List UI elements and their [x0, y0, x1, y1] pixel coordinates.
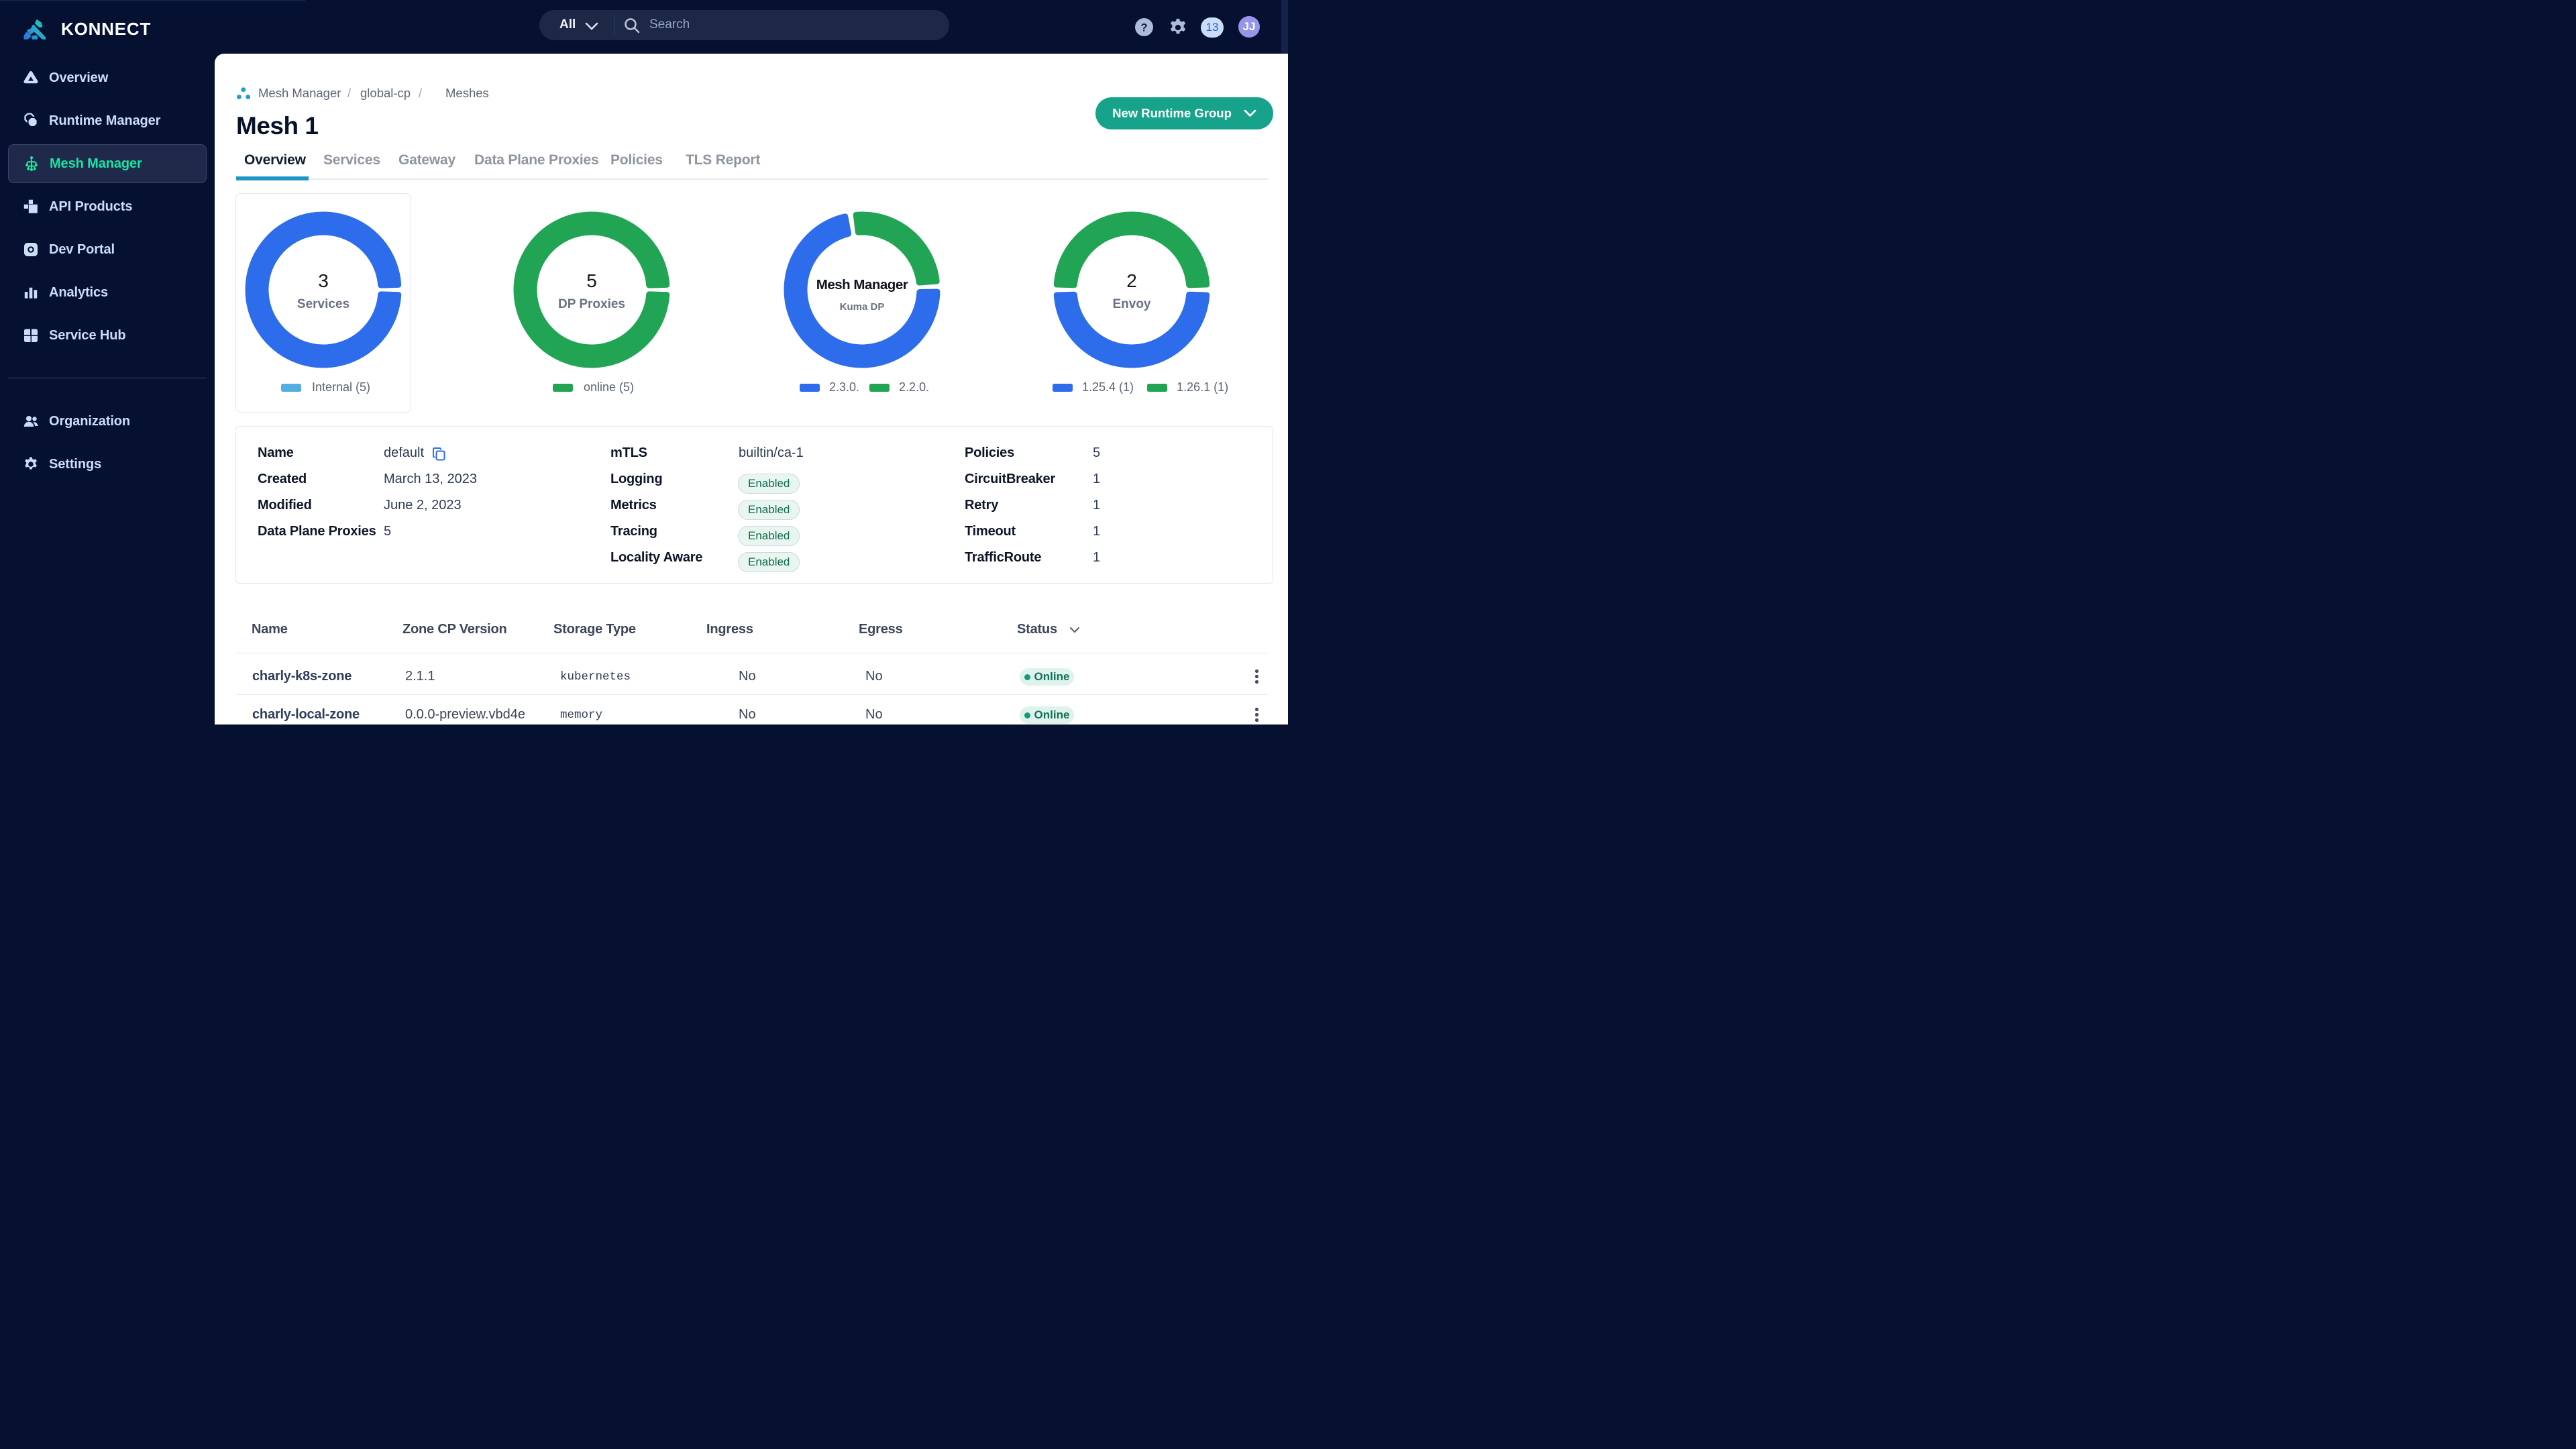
svg-text:?: ?	[1140, 21, 1147, 34]
